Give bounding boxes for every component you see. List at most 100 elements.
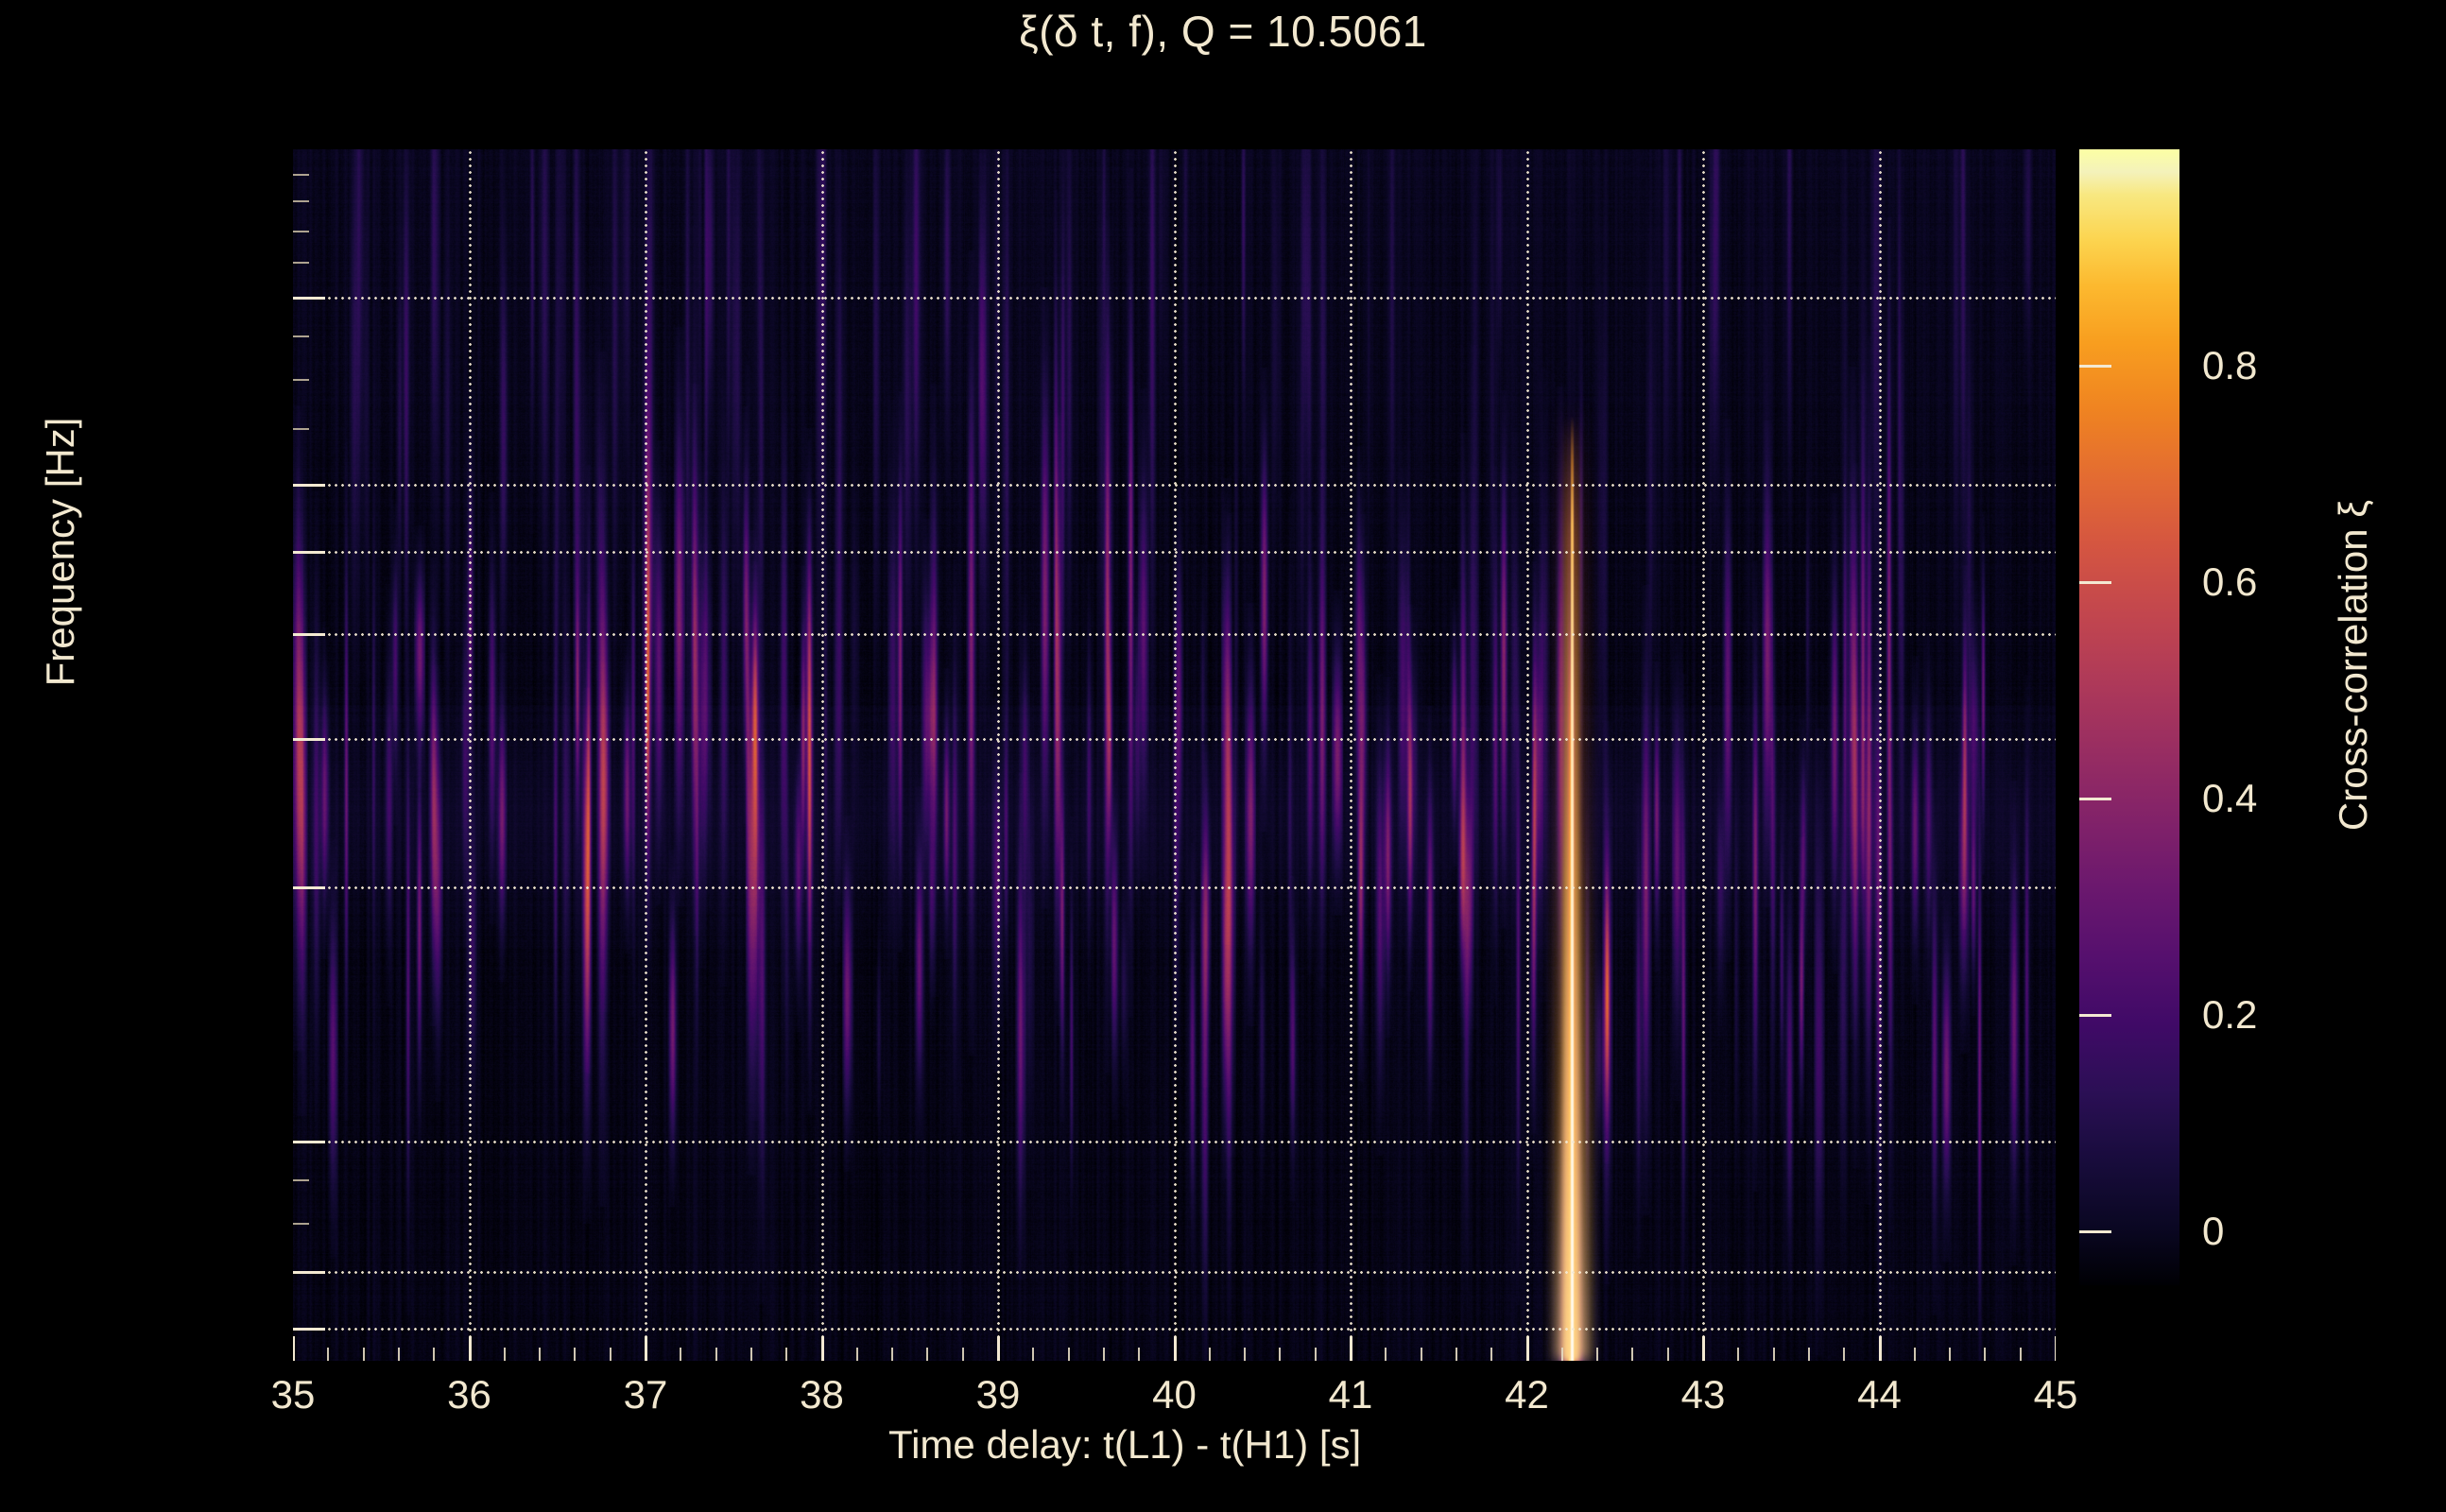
y-tick-major	[293, 1328, 325, 1332]
y-tick-major	[293, 551, 325, 555]
x-tick-minor	[433, 1348, 436, 1361]
spectrogram-plot-area[interactable]	[293, 149, 2056, 1361]
y-gridline	[293, 1271, 2056, 1275]
colorbar-tick	[2079, 364, 2111, 368]
x-gridline	[1350, 149, 1352, 1361]
y-gridline	[293, 632, 2056, 636]
x-gridline	[645, 149, 647, 1361]
x-tick-major	[1525, 1336, 1529, 1361]
y-tick-minor	[293, 427, 309, 430]
x-tick-minor	[539, 1348, 542, 1361]
x-tick-major	[820, 1336, 824, 1361]
y-tick-minor	[293, 200, 309, 203]
x-axis-tick-label: 45	[2033, 1372, 2078, 1417]
y-tick-minor	[293, 1222, 309, 1225]
x-tick-major	[293, 1336, 295, 1361]
y-gridline	[293, 551, 2056, 555]
x-tick-major	[468, 1336, 472, 1361]
x-tick-minor	[715, 1348, 717, 1361]
x-tick-major	[1350, 1336, 1352, 1361]
colorbar-tick	[2079, 1013, 2111, 1017]
y-tick-minor	[293, 1179, 309, 1182]
colorbar-tick-label: 0.2	[2202, 991, 2258, 1037]
colorbar-gradient[interactable]	[2079, 149, 2179, 1285]
y-gridline	[293, 886, 2056, 890]
y-gridline	[293, 484, 2056, 488]
x-tick-major	[1173, 1336, 1177, 1361]
x-tick-minor	[926, 1348, 929, 1361]
x-tick-minor	[1314, 1348, 1317, 1361]
x-axis-tick-label: 35	[270, 1372, 316, 1417]
y-axis-title: Frequency [Hz]	[38, 417, 82, 687]
y-tick-major	[293, 886, 325, 890]
x-axis-tick-label: 42	[1505, 1372, 1549, 1417]
x-tick-minor	[1102, 1348, 1105, 1361]
x-tick-minor	[1032, 1348, 1035, 1361]
x-tick-minor	[1244, 1348, 1247, 1361]
x-tick-minor	[855, 1348, 858, 1361]
x-axis-title: Time delay: t(L1) - t(H1) [s]	[888, 1422, 1362, 1467]
y-tick-major	[293, 632, 325, 636]
colorbar-tick-label: 0.4	[2202, 775, 2258, 820]
x-tick-minor	[1913, 1348, 1916, 1361]
x-tick-minor	[574, 1348, 577, 1361]
y-tick-major	[293, 1271, 325, 1275]
x-gridline	[468, 149, 472, 1361]
x-gridline	[1702, 149, 1705, 1361]
x-tick-major	[2055, 1336, 2056, 1361]
y-gridline	[293, 1141, 2056, 1144]
y-tick-major	[293, 1141, 325, 1144]
y-tick-major	[293, 297, 325, 301]
colorbar-tick	[2079, 580, 2111, 584]
x-axis-tick-label: 43	[1680, 1372, 1726, 1417]
x-tick-minor	[785, 1348, 788, 1361]
x-tick-minor	[1843, 1348, 1846, 1361]
colorbar-tick-label: 0.8	[2202, 342, 2258, 387]
colorbar-tick	[2079, 1229, 2111, 1233]
y-tick-minor	[293, 378, 309, 381]
x-tick-minor	[680, 1348, 682, 1361]
x-tick-minor	[1455, 1348, 1457, 1361]
x-tick-minor	[1807, 1348, 1810, 1361]
x-tick-major	[1878, 1336, 1882, 1361]
x-axis-tick-label: 44	[1857, 1372, 1902, 1417]
x-gridline	[820, 149, 824, 1361]
chart-title: ξ(δ t, f), Q = 10.5061	[1019, 7, 1427, 56]
x-tick-minor	[1596, 1348, 1599, 1361]
x-tick-minor	[1949, 1348, 1952, 1361]
x-axis-tick-label: 39	[975, 1372, 1021, 1417]
x-tick-minor	[1737, 1348, 1740, 1361]
x-tick-minor	[397, 1348, 400, 1361]
y-gridline	[293, 297, 2056, 301]
x-axis-tick-label: 38	[800, 1372, 844, 1417]
x-gridline	[1525, 149, 1529, 1361]
x-tick-minor	[891, 1348, 894, 1361]
x-tick-minor	[1490, 1348, 1493, 1361]
x-gridline	[1878, 149, 1882, 1361]
x-axis-tick-label: 37	[623, 1372, 668, 1417]
x-tick-minor	[1385, 1348, 1387, 1361]
x-tick-minor	[1138, 1348, 1141, 1361]
coherent-peak-ridge	[1571, 149, 1574, 1361]
y-tick-major	[293, 484, 325, 488]
x-tick-minor	[1984, 1348, 1987, 1361]
y-tick-minor	[293, 173, 309, 176]
colorbar-tick-label: 0	[2202, 1208, 2225, 1253]
y-tick-major	[293, 738, 325, 742]
colorbar-title: Cross-correlation ξ	[2331, 499, 2375, 832]
y-gridline	[293, 1328, 2056, 1332]
x-tick-minor	[327, 1348, 330, 1361]
x-gridline	[997, 149, 1000, 1361]
x-tick-major	[1702, 1336, 1705, 1361]
x-tick-minor	[1560, 1348, 1563, 1361]
x-axis-tick-label: 41	[1328, 1372, 1373, 1417]
x-tick-major	[997, 1336, 1000, 1361]
colorbar-tick	[2079, 797, 2111, 800]
y-tick-minor	[293, 335, 309, 338]
x-tick-minor	[609, 1348, 612, 1361]
x-axis-tick-label: 36	[447, 1372, 491, 1417]
x-tick-minor	[2019, 1348, 2022, 1361]
x-tick-minor	[362, 1348, 365, 1361]
x-tick-major	[645, 1336, 647, 1361]
